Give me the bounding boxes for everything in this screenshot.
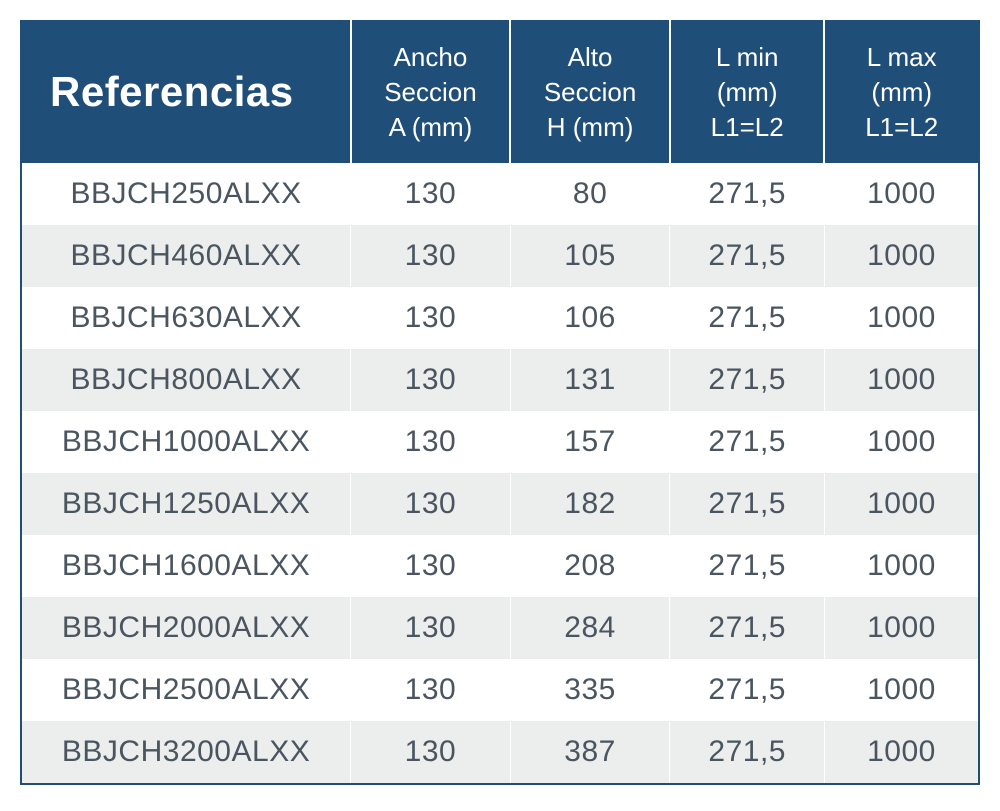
table-row: BBJCH1000ALXX130157271,51000: [21, 411, 979, 473]
cell-lmax: 1000: [824, 225, 979, 287]
cell-h: 182: [510, 473, 670, 535]
table-row: BBJCH3200ALXX130387271,51000: [21, 721, 979, 784]
cell-lmin: 271,5: [670, 163, 825, 225]
table-row: BBJCH800ALXX130131271,51000: [21, 349, 979, 411]
header-lmax-line1: L max: [867, 42, 937, 72]
cell-lmax: 1000: [824, 411, 979, 473]
cell-lmax: 1000: [824, 721, 979, 784]
cell-ref: BBJCH460ALXX: [21, 225, 351, 287]
table-header: Referencias Ancho Seccion A (mm) Alto Se…: [21, 21, 979, 163]
cell-h: 106: [510, 287, 670, 349]
header-lmax-line3: L1=L2: [865, 112, 938, 142]
table-row: BBJCH630ALXX130106271,51000: [21, 287, 979, 349]
header-h-line2: Seccion: [544, 77, 637, 107]
table-body: BBJCH250ALXX13080271,51000BBJCH460ALXX13…: [21, 163, 979, 784]
cell-lmin: 271,5: [670, 535, 825, 597]
table-row: BBJCH1250ALXX130182271,51000: [21, 473, 979, 535]
header-lmin-line2: (mm): [717, 77, 778, 107]
cell-h: 387: [510, 721, 670, 784]
header-lmin-line1: L min: [716, 42, 779, 72]
cell-lmin: 271,5: [670, 721, 825, 784]
cell-h: 80: [510, 163, 670, 225]
cell-lmax: 1000: [824, 659, 979, 721]
cell-lmin: 271,5: [670, 287, 825, 349]
cell-lmin: 271,5: [670, 597, 825, 659]
cell-ref: BBJCH630ALXX: [21, 287, 351, 349]
cell-h: 284: [510, 597, 670, 659]
cell-a: 130: [351, 163, 511, 225]
cell-ref: BBJCH250ALXX: [21, 163, 351, 225]
cell-a: 130: [351, 411, 511, 473]
header-lmax: L max (mm) L1=L2: [824, 21, 979, 163]
cell-lmax: 1000: [824, 535, 979, 597]
header-lmax-line2: (mm): [871, 77, 932, 107]
cell-a: 130: [351, 225, 511, 287]
cell-ref: BBJCH1000ALXX: [21, 411, 351, 473]
cell-lmin: 271,5: [670, 473, 825, 535]
header-a-line3: A (mm): [389, 112, 473, 142]
cell-a: 130: [351, 659, 511, 721]
header-alto-seccion: Alto Seccion H (mm): [510, 21, 670, 163]
cell-a: 130: [351, 597, 511, 659]
header-lmin-line3: L1=L2: [711, 112, 784, 142]
table-row: BBJCH250ALXX13080271,51000: [21, 163, 979, 225]
cell-a: 130: [351, 349, 511, 411]
cell-h: 131: [510, 349, 670, 411]
table-row: BBJCH460ALXX130105271,51000: [21, 225, 979, 287]
table-row: BBJCH2500ALXX130335271,51000: [21, 659, 979, 721]
header-ref-label: Referencias: [50, 68, 294, 115]
cell-ref: BBJCH2500ALXX: [21, 659, 351, 721]
header-ancho-seccion: Ancho Seccion A (mm): [351, 21, 511, 163]
cell-h: 335: [510, 659, 670, 721]
table-row: BBJCH1600ALXX130208271,51000: [21, 535, 979, 597]
cell-lmax: 1000: [824, 287, 979, 349]
cell-lmax: 1000: [824, 163, 979, 225]
header-lmin: L min (mm) L1=L2: [670, 21, 825, 163]
header-a-line1: Ancho: [394, 42, 468, 72]
cell-h: 157: [510, 411, 670, 473]
cell-a: 130: [351, 721, 511, 784]
cell-lmin: 271,5: [670, 225, 825, 287]
cell-lmin: 271,5: [670, 349, 825, 411]
cell-lmax: 1000: [824, 349, 979, 411]
cell-h: 208: [510, 535, 670, 597]
cell-ref: BBJCH3200ALXX: [21, 721, 351, 784]
header-h-line3: H (mm): [547, 112, 634, 142]
cell-ref: BBJCH2000ALXX: [21, 597, 351, 659]
cell-ref: BBJCH800ALXX: [21, 349, 351, 411]
references-table: Referencias Ancho Seccion A (mm) Alto Se…: [20, 20, 980, 785]
table-row: BBJCH2000ALXX130284271,51000: [21, 597, 979, 659]
header-a-line2: Seccion: [384, 77, 477, 107]
cell-ref: BBJCH1250ALXX: [21, 473, 351, 535]
cell-lmax: 1000: [824, 597, 979, 659]
cell-lmin: 271,5: [670, 411, 825, 473]
cell-lmin: 271,5: [670, 659, 825, 721]
cell-h: 105: [510, 225, 670, 287]
header-h-line1: Alto: [568, 42, 613, 72]
cell-a: 130: [351, 473, 511, 535]
cell-lmax: 1000: [824, 473, 979, 535]
cell-a: 130: [351, 535, 511, 597]
header-referencias: Referencias: [21, 21, 351, 163]
cell-ref: BBJCH1600ALXX: [21, 535, 351, 597]
cell-a: 130: [351, 287, 511, 349]
